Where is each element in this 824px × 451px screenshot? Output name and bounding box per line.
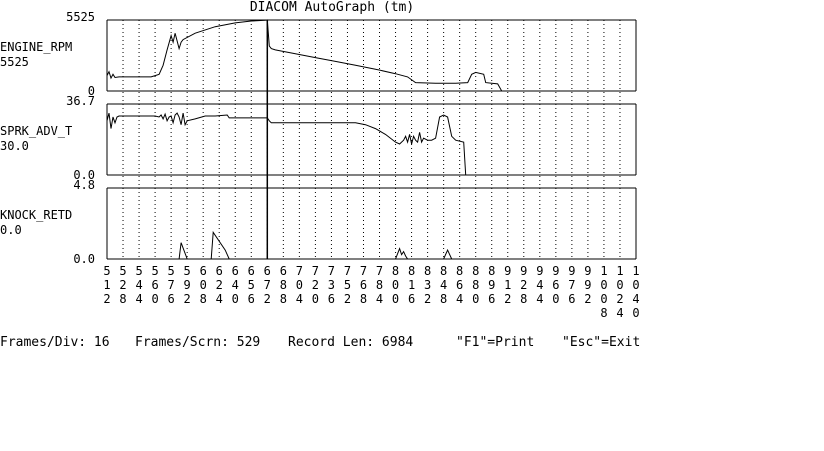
panel-ymax-label: 5525 <box>66 10 95 24</box>
panel-sprk-adv-t: 36.7 0.0 SPRK_ADV_T30.0 <box>0 94 637 182</box>
panel-ymax-label: 36.7 <box>66 94 95 108</box>
panel-name: ENGINE_RPM <box>0 40 72 54</box>
x-axis-ticks: 5 1 2 5 2 8 5 4 4 5 6 0 5 7 6 5 9 2 6 0 8 6 2 4 6 4 0 6 5 6 6 7 2 6 8 8 7 0 4 7… <box>103 264 639 320</box>
print-hint[interactable]: "F1"=Print <box>456 335 535 350</box>
panel-ymax-label: 4.8 <box>73 178 95 192</box>
panel-ymin-label: 0.0 <box>73 168 95 182</box>
series-line <box>107 230 636 260</box>
series-line <box>106 112 636 176</box>
panel-name: SPRK_ADV_T <box>0 124 72 138</box>
vertical-grid <box>122 20 621 259</box>
frames-per-div: Frames/Div: 16 <box>0 335 110 350</box>
record-length: Record Len: 6984 <box>288 335 414 350</box>
panel-name: KNOCK_RETD <box>0 208 72 222</box>
chart-panels: 55250ENGINE_RPM552536.70.0SPRK_ADV_T30.0… <box>0 10 637 266</box>
autograph-chart: DIACOM AutoGraph (tm) 55250ENGINE_RPM552… <box>0 0 640 320</box>
exit-hint[interactable]: "Esc"=Exit <box>562 335 641 350</box>
panel-ymin-label: 0 <box>88 84 95 98</box>
panel-current-value: 0.0 <box>0 223 22 237</box>
series-line <box>106 19 636 92</box>
frames-per-screen: Frames/Scrn: 529 <box>135 335 261 350</box>
panel-ymin-label: 0.0 <box>73 252 95 266</box>
panel-current-value: 5525 <box>0 55 29 69</box>
panel-current-value: 30.0 <box>0 139 29 153</box>
chart-title: DIACOM AutoGraph (tm) <box>250 0 414 15</box>
